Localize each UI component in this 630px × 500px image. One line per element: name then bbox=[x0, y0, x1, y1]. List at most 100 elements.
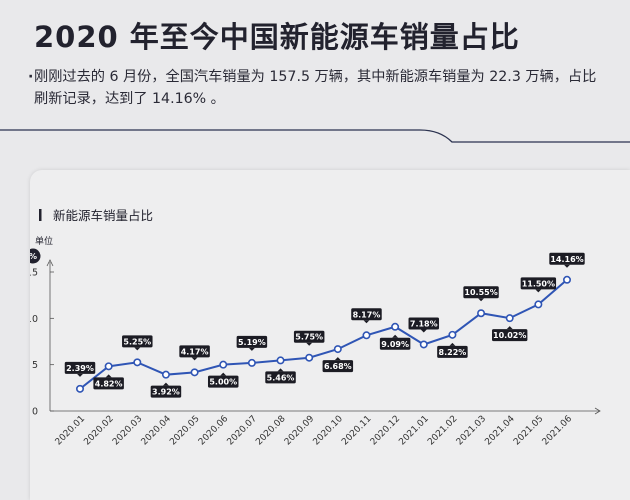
data-point bbox=[419, 340, 428, 349]
y-tick-label: 0 bbox=[32, 407, 38, 418]
data-label-box bbox=[150, 385, 182, 398]
data-label-box bbox=[93, 377, 124, 390]
x-tick-label: 2020.10 bbox=[312, 414, 346, 448]
data-point bbox=[104, 362, 113, 371]
data-label-text: 5.19% bbox=[238, 338, 266, 347]
x-tick-label: 2020.06 bbox=[197, 414, 231, 448]
x-tick-label: 2021.04 bbox=[483, 414, 517, 448]
x-tick-label: 2021.02 bbox=[426, 414, 459, 447]
data-label: 3.92% bbox=[150, 382, 182, 398]
y-tick-label: 5 bbox=[32, 360, 38, 371]
data-label-text: 5.46% bbox=[267, 373, 295, 382]
data-points bbox=[75, 275, 571, 393]
x-tick-label: 2020.01 bbox=[54, 414, 87, 447]
intro-paragraph: · 刚刚过去的 6 月份，全国汽车销量为 157.5 万辆，其中新能源车销量为 … bbox=[28, 66, 604, 110]
page-title: 2020 年至今中国新能源车销量占比 bbox=[34, 20, 520, 54]
x-tick-label: 2020.07 bbox=[226, 414, 259, 447]
data-point bbox=[133, 358, 142, 367]
data-label-text: 10.55% bbox=[464, 288, 497, 297]
x-tick-label: 2020.05 bbox=[168, 414, 201, 447]
y-tick-label: 15 bbox=[30, 268, 38, 279]
data-label-text: 5.25% bbox=[123, 337, 151, 346]
data-label-box bbox=[379, 337, 411, 350]
line-chart: 新能源车销量占比 单位 % 0 5 10 15 2.39%4.82% 5.25% 3.92… bbox=[30, 208, 601, 448]
x-tick-label: 2020.09 bbox=[283, 414, 317, 448]
x-tick-label: 2020.03 bbox=[111, 414, 144, 447]
data-label: 10.55% bbox=[463, 286, 499, 302]
data-label-pointer bbox=[248, 347, 255, 351]
data-label-box bbox=[265, 371, 296, 384]
data-label: 5.00% bbox=[207, 372, 239, 388]
x-tick-label: 2020.12 bbox=[369, 414, 402, 447]
data-label-box bbox=[492, 329, 528, 342]
intro-bullet: · bbox=[28, 69, 34, 85]
data-point bbox=[247, 358, 256, 367]
data-label-text: 6.68% bbox=[324, 362, 352, 371]
data-label-text: 8.17% bbox=[353, 310, 381, 319]
data-label: 6.68% bbox=[322, 357, 354, 373]
data-label-pointer bbox=[535, 289, 542, 293]
data-label-pointer bbox=[506, 326, 513, 330]
unit-symbol: % bbox=[30, 252, 37, 261]
data-label-box bbox=[520, 277, 557, 290]
data-label-box bbox=[549, 252, 585, 265]
x-tick-label: 2020.04 bbox=[140, 414, 174, 448]
data-label-pointer bbox=[220, 372, 227, 376]
unit-label: 单位 bbox=[35, 235, 53, 247]
data-label: 8.17% bbox=[351, 308, 382, 324]
data-label: 5.75% bbox=[293, 330, 325, 346]
data-point bbox=[534, 300, 543, 309]
data-label-text: 11.50% bbox=[522, 279, 555, 288]
data-label-pointer bbox=[478, 298, 485, 302]
y-axis-arrow bbox=[46, 259, 54, 267]
x-tick-label: 2021.05 bbox=[512, 414, 545, 447]
data-label-text: 5.75% bbox=[295, 333, 323, 342]
x-tick-label: 2021.03 bbox=[455, 414, 488, 447]
data-label-text: 10.02% bbox=[493, 331, 526, 340]
data-label-box bbox=[179, 345, 210, 358]
x-tick-labels: 2020.012020.022020.032020.042020.052020.… bbox=[54, 414, 575, 448]
data-label-text: 14.16% bbox=[550, 255, 583, 264]
data-label-pointer bbox=[392, 334, 399, 338]
data-label-box bbox=[463, 286, 499, 299]
data-point bbox=[448, 330, 457, 339]
data-labels: 2.39%4.82% 5.25% 3.92% 4.17% 5.00% 5.19% 5.46%… bbox=[64, 252, 585, 398]
data-point bbox=[190, 368, 199, 377]
data-label-pointer bbox=[105, 374, 112, 378]
data-point bbox=[75, 384, 84, 393]
data-label: 5.25% bbox=[122, 335, 153, 351]
chart-title-bar bbox=[39, 209, 42, 221]
data-label: 14.16% bbox=[549, 252, 585, 268]
data-label-box bbox=[207, 375, 239, 388]
data-point bbox=[562, 275, 571, 284]
data-label-text: 9.09% bbox=[381, 340, 409, 349]
data-label: 7.18% bbox=[408, 317, 440, 333]
data-label-box bbox=[322, 360, 354, 373]
data-point bbox=[276, 356, 285, 365]
data-label-pointer bbox=[334, 357, 341, 361]
data-label-pointer bbox=[277, 368, 284, 372]
x-tick-label: 2021.01 bbox=[397, 414, 430, 447]
data-label: 5.19% bbox=[236, 335, 268, 351]
x-tick-label: 2020.02 bbox=[82, 414, 115, 447]
data-label-box bbox=[236, 335, 268, 348]
chart-card: 新能源车销量占比 单位 % 0 5 10 15 2.39%4.82% 5.25% 3.92… bbox=[30, 170, 630, 500]
data-label-box bbox=[408, 317, 440, 330]
series-line-group bbox=[79, 279, 568, 390]
data-label-box bbox=[64, 361, 96, 374]
axes: 0 5 10 15 bbox=[30, 259, 601, 418]
y-tick-label: 10 bbox=[30, 314, 38, 325]
data-label-pointer bbox=[162, 382, 169, 386]
data-point bbox=[505, 314, 514, 323]
data-point bbox=[362, 331, 371, 340]
data-label-pointer bbox=[449, 342, 456, 346]
data-point bbox=[391, 322, 400, 331]
data-label-pointer bbox=[77, 373, 83, 377]
series-line bbox=[79, 279, 568, 390]
data-label-box bbox=[293, 330, 325, 343]
data-point bbox=[477, 309, 486, 318]
data-label-pointer bbox=[420, 329, 427, 333]
intro-text: 刚刚过去的 6 月份，全国汽车销量为 157.5 万辆，其中新能源车销量为 22… bbox=[34, 69, 597, 107]
data-label: 10.02% bbox=[492, 326, 528, 342]
data-label-pointer bbox=[363, 320, 370, 324]
